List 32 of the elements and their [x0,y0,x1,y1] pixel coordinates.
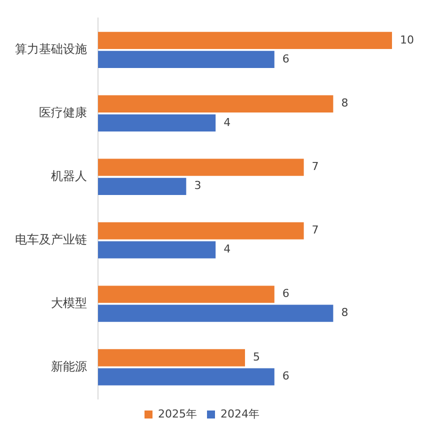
bar [98,95,334,112]
data-label: 8 [341,96,348,110]
y-tick-label: 算力基础设施 [15,42,87,56]
bar [98,178,186,195]
bar [98,241,216,258]
bar [98,304,334,322]
bar [98,349,245,366]
legend-label: 2024年 [220,407,260,420]
data-label: 6 [282,287,290,300]
y-tick-label: 大模型 [51,296,87,310]
bar [98,50,274,68]
data-label: 3 [194,179,202,192]
data-label: 4 [224,116,231,129]
y-tick-label: 医疗健康 [39,106,87,120]
bar [98,158,304,176]
bar [98,222,304,240]
bar [98,114,216,132]
data-label: 6 [282,52,290,66]
y-tick-label: 新能源 [51,359,87,374]
data-label: 7 [312,160,319,174]
data-label: 6 [282,370,290,383]
data-label: 7 [312,224,319,237]
data-label: 10 [400,33,414,46]
bar [98,32,392,49]
bar [98,368,274,386]
y-tick-label: 机器人 [51,168,87,183]
legend-label: 2025年 [158,407,198,420]
data-label: 8 [341,306,348,320]
y-tick-label: 电车及产业链 [15,232,87,246]
data-label: 5 [253,350,260,364]
bar [98,286,274,303]
data-label: 4 [224,242,231,256]
